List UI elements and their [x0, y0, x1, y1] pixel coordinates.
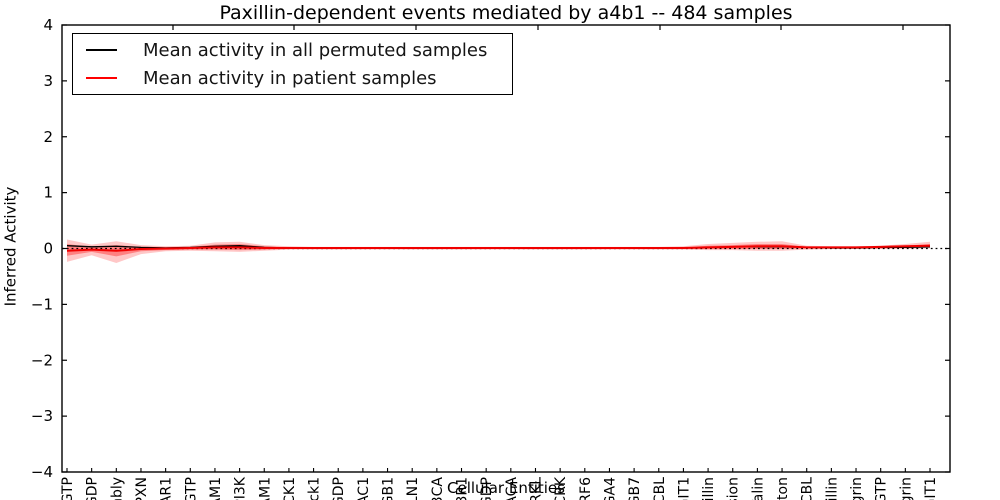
- x-tick-label: PRKACA: [504, 477, 520, 500]
- y-tick-label: 1: [43, 184, 53, 202]
- x-tick-label: CRKL/CBL: [800, 477, 816, 500]
- y-tick-label: 2: [43, 128, 53, 146]
- legend-entry-patient: Mean activity in patient samples: [73, 68, 512, 89]
- y-tick-label: 0: [43, 240, 53, 258]
- x-tick-label: CRK: [553, 476, 569, 500]
- x-tick-label: alpha4/beta1 Integrin/Paxillin/Talin: [750, 477, 766, 500]
- chart-title: Paxillin-dependent events mediated by a4…: [219, 2, 793, 24]
- legend-line-sample-red: [86, 77, 117, 79]
- x-tick-label: p130Cas/Crk/Dock1: [307, 477, 323, 500]
- y-tick-label: 3: [43, 72, 53, 90]
- x-tick-label: PIK3CA: [430, 477, 446, 500]
- x-tick-label: PIK3R1: [455, 477, 471, 500]
- x-tick-label: ITGB7: [627, 477, 643, 500]
- y-tick-label: −1: [31, 295, 53, 313]
- x-tick-label: lamellipodium assembly: [109, 477, 125, 500]
- legend-label: Mean activity in all permuted samples: [143, 39, 488, 61]
- x-tick-label: Rac1/GDP: [331, 477, 347, 500]
- y-tick-label: −2: [31, 351, 53, 369]
- legend-line-sample-black: [86, 49, 117, 51]
- top-ticks: [172, 25, 904, 30]
- patient-activity-spread-outer: [67, 239, 930, 264]
- x-tick-label: PXN: [134, 477, 150, 500]
- x-tick-label: DOCK1: [282, 477, 298, 500]
- x-tick-label: ARF6: [578, 477, 594, 500]
- x-tick-label: Rac1/GTP: [60, 477, 76, 500]
- x-tick-label: mol:GTP: [183, 477, 199, 500]
- x-tick-label: ARF6/GDP: [479, 477, 495, 500]
- patient-mean-line: [66, 244, 931, 252]
- y-tick-label: −3: [31, 407, 53, 425]
- x-tick-label: VCAM1: [257, 477, 273, 500]
- x-tick-label: alpha4/beta1 Integrin/Paxillin/VCAM1: [208, 477, 224, 500]
- x-axis-label: Cellular Entities: [447, 479, 565, 497]
- x-tick-label: PI3K: [233, 476, 249, 500]
- x-tick-label: BCAR1: [159, 477, 175, 500]
- legend-label: Mean activity in patient samples: [143, 67, 437, 89]
- x-tick-label: alpha4/beta1 Integrin/Paxillin/Talin/Act…: [775, 477, 791, 500]
- x-tick-label: mol:GDP: [85, 477, 101, 500]
- y-ticks: 4 3 2 1 0 −1 −2 −3 −4: [31, 16, 950, 481]
- x-tick-label: alpha4/beta7 Integrin: [849, 477, 865, 500]
- x-tick-label: alpha4/beta7 Integrin/Paxillin: [824, 477, 840, 500]
- x-tick-label: alpha4/beta1 Integrin/Paxillin: [701, 477, 717, 500]
- x-tick-label: TLN1: [405, 477, 421, 500]
- x-tick-label: CBL: [652, 477, 668, 500]
- x-tick-label: alpha4/beta1 Integrin/Paxillin/GIT1: [923, 477, 939, 500]
- legend-entry-permuted: Mean activity in all permuted samples: [73, 40, 512, 61]
- x-tick-label: cell adhesion: [726, 477, 742, 500]
- x-tick-label: CRKL: [528, 477, 544, 500]
- legend: Mean activity in all permuted samples Me…: [72, 33, 513, 95]
- x-tick-label: alpha4/beta1 Integrin: [898, 477, 914, 500]
- y-tick-label: −4: [31, 463, 53, 481]
- x-tick-label: RAC1: [356, 477, 372, 500]
- y-axis-label: Inferred Activity: [1, 186, 20, 307]
- x-ticks: Rac1/GTP mol:GDP lamellipodium assembly PXN…: [60, 468, 939, 500]
- x-tick-label: ARF6/GTP: [874, 477, 890, 500]
- y-tick-label: 4: [43, 16, 53, 34]
- x-tick-label: ITGB1: [381, 477, 397, 500]
- x-tick-label: ITGA4: [602, 477, 618, 500]
- x-tick-label: GIT1: [676, 477, 692, 500]
